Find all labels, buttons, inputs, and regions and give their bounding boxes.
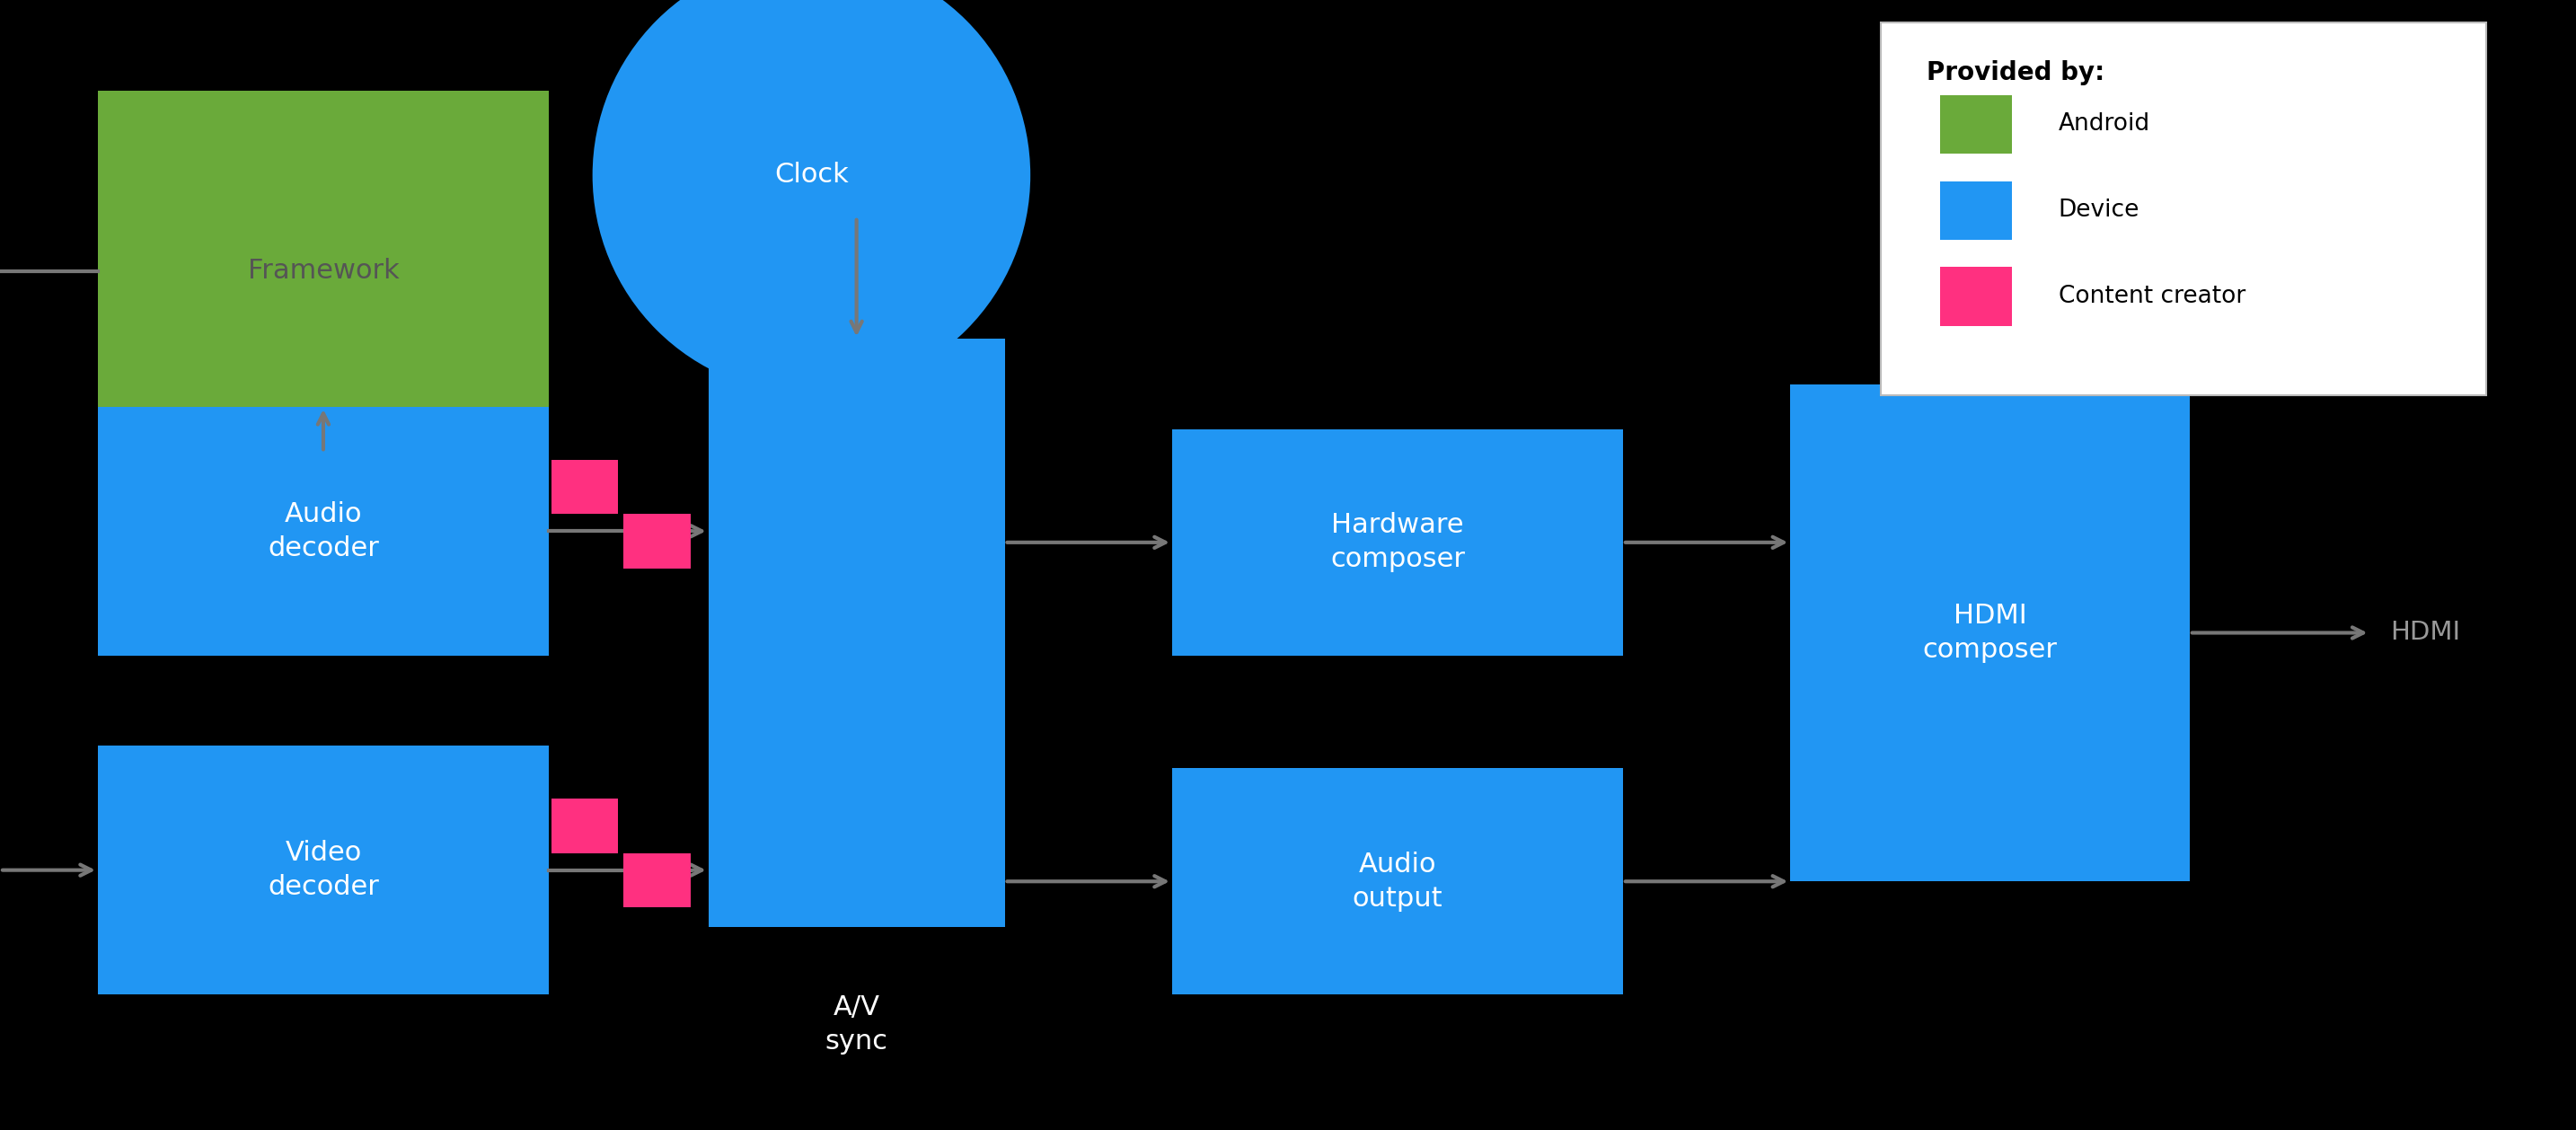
FancyBboxPatch shape [551, 460, 618, 514]
FancyBboxPatch shape [1172, 768, 1623, 994]
FancyBboxPatch shape [1172, 429, 1623, 655]
FancyBboxPatch shape [1940, 267, 2012, 325]
Text: Clock: Clock [775, 162, 848, 189]
Text: Audio
output: Audio output [1352, 851, 1443, 912]
Text: HDMI
composer: HDMI composer [1922, 602, 2058, 663]
Text: HDMI: HDMI [2391, 620, 2460, 645]
FancyBboxPatch shape [1880, 23, 2486, 395]
Text: Device: Device [2058, 199, 2141, 223]
Ellipse shape [592, 0, 1030, 394]
FancyBboxPatch shape [1790, 384, 2190, 881]
Text: Framework: Framework [247, 258, 399, 285]
FancyBboxPatch shape [551, 799, 618, 853]
Text: Audio
decoder: Audio decoder [268, 501, 379, 562]
Text: Android: Android [2058, 113, 2151, 136]
FancyBboxPatch shape [98, 407, 549, 655]
FancyBboxPatch shape [1940, 181, 2012, 240]
FancyBboxPatch shape [1940, 95, 2012, 154]
FancyBboxPatch shape [623, 853, 690, 907]
Text: A/V
sync: A/V sync [824, 994, 889, 1054]
Text: Provided by:: Provided by: [1927, 60, 2105, 85]
Text: Hardware
composer: Hardware composer [1329, 512, 1466, 573]
FancyBboxPatch shape [623, 514, 690, 568]
FancyBboxPatch shape [708, 339, 1005, 927]
FancyBboxPatch shape [98, 90, 549, 452]
Text: Content creator: Content creator [2058, 285, 2246, 308]
FancyBboxPatch shape [98, 746, 549, 994]
Text: Video
decoder: Video decoder [268, 840, 379, 901]
